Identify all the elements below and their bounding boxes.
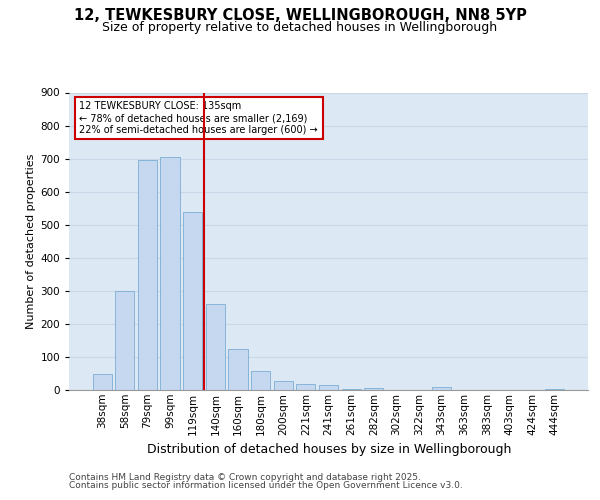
Bar: [545, 389, 565, 390]
Bar: [160, 157, 180, 390]
Bar: [251, 371, 270, 390]
Bar: [92, 374, 112, 390]
Text: 12 TEWKESBURY CLOSE: 135sqm
← 78% of detached houses are smaller (2,169)
22% of : 12 TEWKESBURY CLOSE: 135sqm ← 78% of det…: [79, 102, 318, 134]
Text: Distribution of detached houses by size in Wellingborough: Distribution of detached houses by size …: [146, 442, 511, 456]
Bar: [364, 388, 383, 390]
Text: Contains HM Land Registry data © Crown copyright and database right 2025.: Contains HM Land Registry data © Crown c…: [69, 472, 421, 482]
Text: Size of property relative to detached houses in Wellingborough: Size of property relative to detached ho…: [103, 21, 497, 34]
Bar: [229, 348, 248, 390]
Y-axis label: Number of detached properties: Number of detached properties: [26, 154, 36, 329]
Bar: [296, 384, 316, 390]
Bar: [432, 388, 451, 390]
Bar: [138, 160, 157, 390]
Text: Contains public sector information licensed under the Open Government Licence v3: Contains public sector information licen…: [69, 482, 463, 490]
Text: 12, TEWKESBURY CLOSE, WELLINGBOROUGH, NN8 5YP: 12, TEWKESBURY CLOSE, WELLINGBOROUGH, NN…: [74, 8, 526, 22]
Bar: [115, 291, 134, 390]
Bar: [274, 381, 293, 390]
Bar: [319, 385, 338, 390]
Bar: [183, 212, 202, 390]
Bar: [206, 304, 225, 390]
